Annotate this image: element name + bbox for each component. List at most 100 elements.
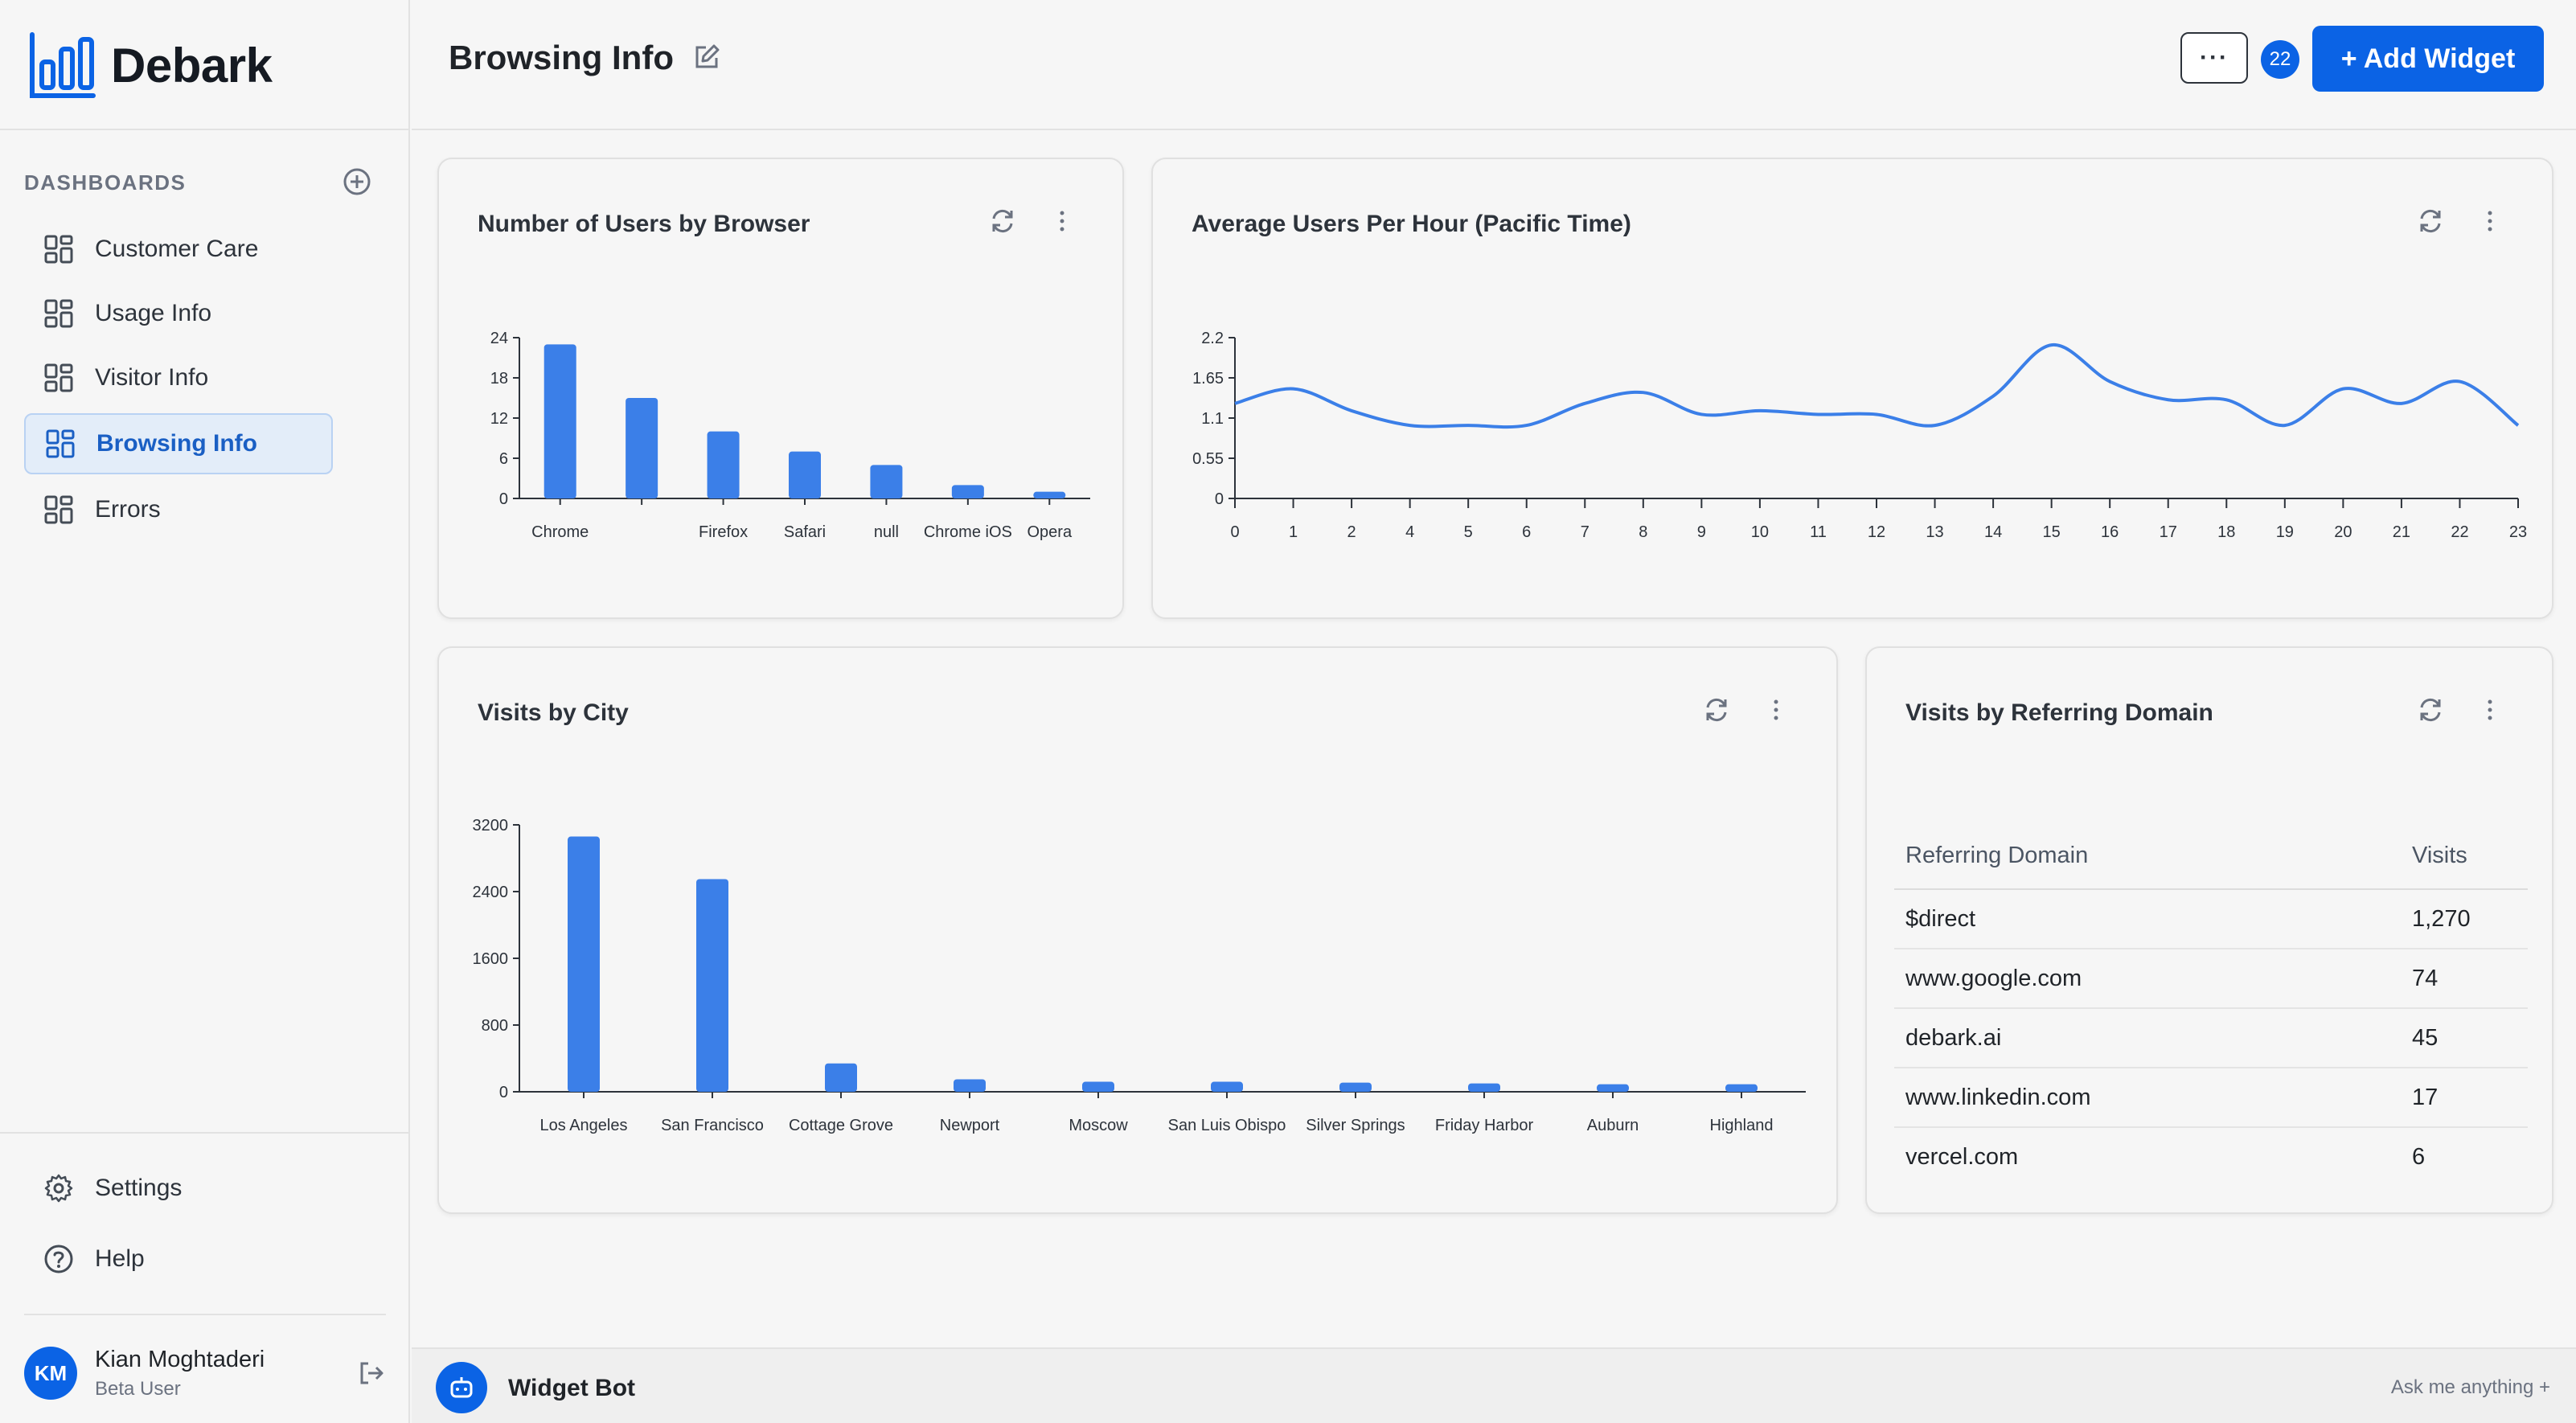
visits-cell: 6 (2412, 1144, 2426, 1170)
user-name: Kian Moghtaderi (95, 1346, 265, 1372)
refresh-icon[interactable] (2417, 696, 2444, 724)
referring-domain-table: Referring Domain Visits $direct 1,270 ww… (1894, 823, 2528, 1187)
user-role: Beta User (95, 1377, 181, 1400)
x-tick-label: Chrome (531, 523, 589, 541)
table-row: debark.ai 45 (1894, 1008, 2528, 1068)
sidebar-item-browsing-info[interactable]: Browsing Info (24, 413, 333, 474)
visits-cell: 17 (2401, 1068, 2528, 1128)
widget-actions (2417, 696, 2504, 724)
x-tick-label: San Luis Obispo (1168, 1117, 1286, 1134)
widget-actions (1703, 696, 1790, 724)
x-tick-label: 4 (1405, 523, 1414, 541)
x-tick-label: 10 (1751, 523, 1769, 541)
y-tick-label: 3200 (473, 817, 509, 835)
user-profile: KM Kian Moghtaderi Beta User (24, 1341, 386, 1405)
x-tick-label: San Francisco (661, 1117, 764, 1134)
widget-title: Average Users Per Hour (Pacific Time) (1192, 211, 1631, 237)
avatar[interactable]: KM (24, 1347, 77, 1400)
y-tick-label: 18 (490, 370, 508, 388)
logo[interactable]: Debark (29, 29, 273, 101)
x-tick-label: 11 (1810, 523, 1827, 541)
dashboard-grid-icon (46, 429, 75, 458)
kebab-menu-icon[interactable] (1762, 696, 1790, 724)
table-row: $direct 1,270 (1894, 889, 2528, 949)
bar (696, 879, 728, 1092)
column-header-visits[interactable]: Visits (2401, 823, 2528, 890)
x-tick-label: 15 (2043, 523, 2061, 541)
x-tick-label: 14 (1984, 523, 2002, 541)
y-tick-label: 1.65 (1192, 370, 1224, 388)
visits-cell: 74 (2401, 949, 2528, 1009)
sidebar-item-errors[interactable]: Errors (24, 479, 333, 540)
column-header-domain[interactable]: Referring Domain (1894, 823, 2401, 890)
x-tick-label: 1 (1289, 523, 1298, 541)
x-tick-label: Chrome iOS (924, 523, 1012, 541)
x-tick-label: 13 (1926, 523, 1943, 541)
city-bar-chart: 0 800 1600 2400 3200 Los Angeles San Francisco… (473, 817, 1806, 1134)
x-tick-label: 22 (2451, 523, 2468, 541)
bar (1033, 491, 1066, 498)
x-tick-label: 17 (2160, 523, 2177, 541)
app-name: Debark (111, 38, 273, 92)
x-tick-label: 18 (2217, 523, 2235, 541)
x-tick-label: 7 (1581, 523, 1589, 541)
sidebar-item-label: Browsing Info (96, 430, 257, 457)
x-tick-label: 20 (2334, 523, 2352, 541)
bar (626, 398, 658, 498)
y-tick-label: 2.2 (1201, 330, 1224, 347)
x-tick-label: null (874, 523, 899, 541)
domain-cell: www.linkedin.com (1894, 1068, 2401, 1128)
x-tick-label: 19 (2276, 523, 2294, 541)
widget-bot-bar[interactable]: Widget Bot Ask me anything + (412, 1347, 2576, 1423)
refresh-icon[interactable] (989, 207, 1016, 235)
x-tick-label: 8 (1639, 523, 1647, 541)
widget-actions (2417, 207, 2504, 235)
refresh-icon[interactable] (1703, 696, 1730, 724)
logout-icon[interactable] (357, 1359, 386, 1388)
bar (825, 1063, 857, 1092)
x-tick-label: Firefox (699, 523, 748, 541)
more-options-button[interactable]: ··· (2180, 32, 2248, 84)
bar (544, 344, 576, 498)
gear-icon (44, 1174, 73, 1203)
sidebar-item-visitor-info[interactable]: Visitor Info (24, 347, 333, 408)
x-tick-label: 12 (1868, 523, 1885, 541)
widget-bot-label: Widget Bot (508, 1375, 636, 1401)
dashboard-grid-icon (44, 299, 73, 328)
bar (1725, 1084, 1758, 1092)
add-dashboard-icon[interactable] (343, 167, 371, 196)
x-tick-label: Silver Springs (1306, 1117, 1405, 1134)
x-tick-label: Safari (784, 523, 826, 541)
bar (1597, 1084, 1629, 1092)
add-widget-button[interactable]: + Add Widget (2312, 26, 2544, 92)
sidebar-item-customer-care[interactable]: Customer Care (24, 219, 333, 280)
kebab-menu-icon[interactable] (2476, 696, 2504, 724)
count-badge[interactable]: 22 (2261, 40, 2299, 79)
sidebar: Debark DASHBOARDS Customer Care Usage In… (0, 0, 410, 1423)
bar (1339, 1082, 1372, 1092)
sidebar-item-help[interactable]: Help (24, 1228, 333, 1290)
x-tick-label: Cottage Grove (789, 1117, 893, 1134)
domain-cell: www.google.com (1894, 949, 2401, 1009)
y-tick-label: 0.55 (1192, 450, 1224, 468)
x-tick-label: 0 (1230, 523, 1239, 541)
x-tick-label: Friday Harbor (1435, 1117, 1534, 1134)
kebab-menu-icon[interactable] (1048, 207, 1076, 235)
dashboards-section-label: DASHBOARDS (24, 170, 187, 195)
domain-cell: $direct (1894, 889, 2401, 949)
bar (1468, 1083, 1500, 1092)
edit-pencil-icon[interactable] (693, 43, 720, 71)
widget-bot-hint[interactable]: Ask me anything + (2390, 1376, 2550, 1398)
sidebar-divider (0, 1132, 410, 1134)
x-tick-label: 2 (1347, 523, 1356, 541)
widget-actions (989, 207, 1076, 235)
kebab-menu-icon[interactable] (2476, 207, 2504, 235)
sidebar-item-settings[interactable]: Settings (24, 1158, 333, 1219)
x-tick-label: 9 (1697, 523, 1706, 541)
sidebar-item-label: Usage Info (95, 300, 212, 326)
refresh-icon[interactable] (2417, 207, 2444, 235)
widget-users-by-browser: Number of Users by Browser 0 6 12 18 24 Chrom… (437, 158, 1124, 619)
sidebar-item-usage-info[interactable]: Usage Info (24, 283, 333, 344)
y-tick-label: 12 (490, 410, 508, 428)
x-tick-label: 21 (2393, 523, 2410, 541)
